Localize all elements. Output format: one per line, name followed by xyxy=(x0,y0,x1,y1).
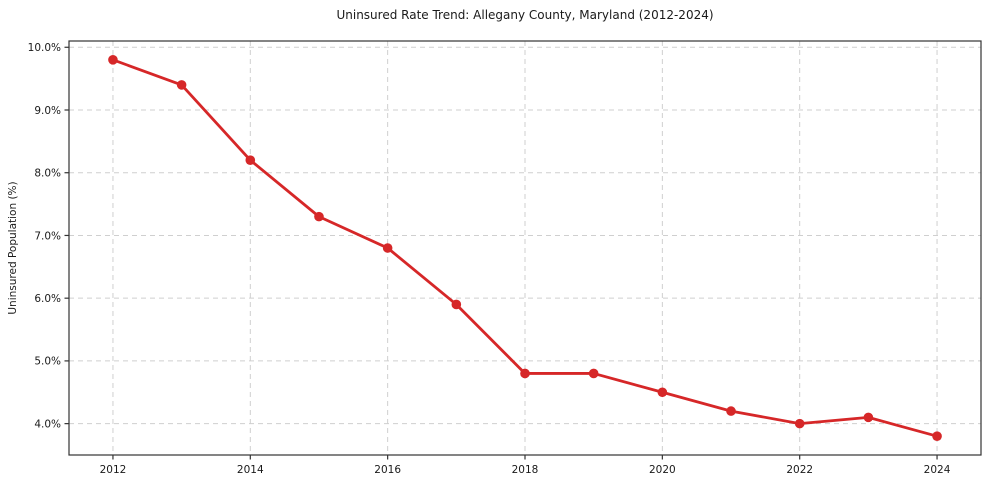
data-point-marker xyxy=(451,299,462,310)
chart-title: Uninsured Rate Trend: Allegany County, M… xyxy=(336,8,714,22)
data-point-marker xyxy=(863,412,874,423)
data-point-marker xyxy=(108,55,118,65)
y-tick-label: 8.0% xyxy=(34,168,61,180)
y-tick-label: 4.0% xyxy=(34,418,61,430)
data-point-marker xyxy=(382,243,393,253)
x-tick-label: 2024 xyxy=(924,464,951,476)
y-tick-label: 6.0% xyxy=(34,293,61,305)
data-point-marker xyxy=(245,155,256,165)
data-point-marker xyxy=(657,387,668,398)
data-point-marker xyxy=(588,368,599,379)
data-point-marker xyxy=(932,431,942,441)
data-point-marker xyxy=(176,80,187,90)
y-tick-label: 7.0% xyxy=(34,230,61,242)
y-tick-label: 9.0% xyxy=(34,105,61,117)
data-point-marker xyxy=(520,368,530,379)
x-tick-label: 2014 xyxy=(237,464,264,476)
y-tick-label: 5.0% xyxy=(34,356,61,368)
x-tick-label: 2020 xyxy=(649,464,676,476)
data-point-marker xyxy=(314,211,324,222)
x-tick-label: 2012 xyxy=(100,464,127,476)
y-tick-label: 10.0% xyxy=(28,42,61,54)
x-tick-label: 2022 xyxy=(786,464,813,476)
x-tick-label: 2018 xyxy=(512,464,539,476)
data-point-marker xyxy=(794,418,805,429)
x-tick-label: 2016 xyxy=(374,464,401,476)
data-point-marker xyxy=(726,406,736,416)
